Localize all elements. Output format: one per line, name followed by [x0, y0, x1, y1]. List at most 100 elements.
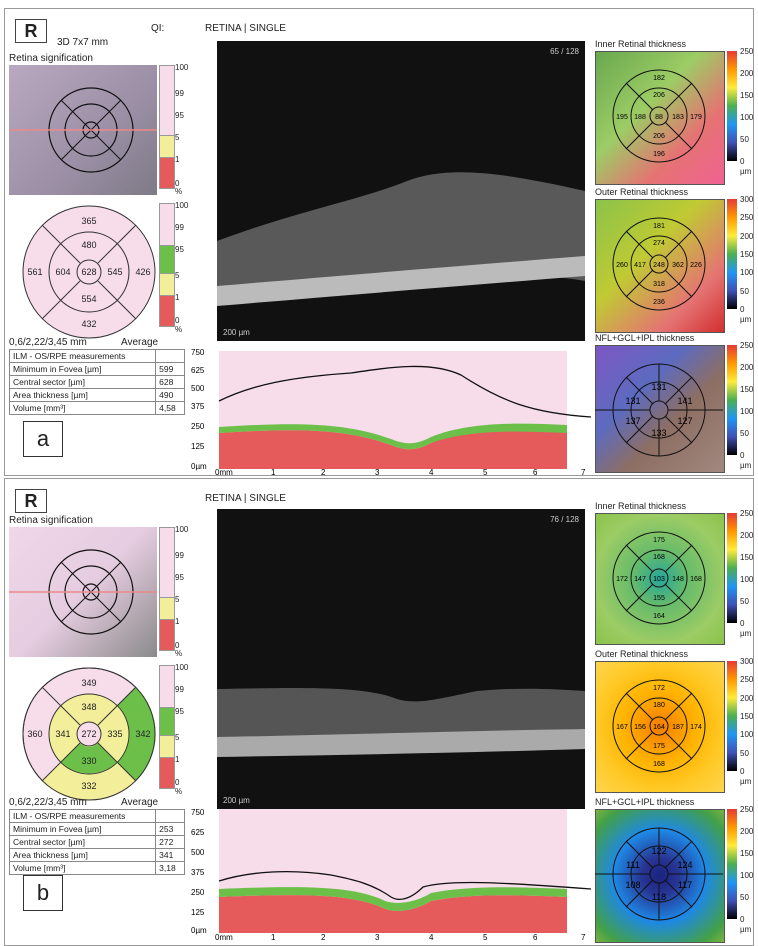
- map-sector-value: 164: [653, 724, 665, 731]
- map-colorbar: [727, 51, 737, 161]
- significance-legend-abnormal: [159, 157, 175, 189]
- map-sector-value: 318: [653, 281, 665, 288]
- sector-outer-bottom: 432: [81, 319, 96, 329]
- colorbar-tick: 50: [740, 429, 749, 438]
- colorbar-tick: 0: [740, 915, 745, 924]
- map-sector-value: 148: [672, 576, 684, 583]
- legend-tick: 100: [175, 63, 189, 72]
- profile-normal-band: [219, 887, 567, 911]
- map-sector-value: 108: [625, 880, 640, 890]
- sector-inner-top: 348: [81, 702, 96, 712]
- frame-counter: 76 / 128: [550, 515, 579, 524]
- legend-tick: 5: [175, 595, 180, 604]
- legend-tick: %: [175, 187, 183, 196]
- measurements-title: ILM - OS/RPE measurements: [8, 349, 157, 363]
- colorbar-tick: µm: [740, 925, 752, 934]
- x-tick: 4: [429, 468, 434, 477]
- sector-inner-bottom: 330: [81, 756, 96, 766]
- measurements-table: ILM - OS/RPE measurements Minimum in Fov…: [8, 809, 185, 875]
- map-sector-value: 131: [625, 396, 640, 406]
- colorbar-tick: 200: [740, 531, 754, 540]
- map-sector-value: 187: [672, 724, 684, 731]
- x-tick: 1: [271, 468, 276, 477]
- profile-y-axis: 750 625 500 375 250 125 0µm: [191, 348, 207, 471]
- map-sector-value: 175: [653, 537, 665, 544]
- y-tick: 375: [191, 402, 205, 411]
- legend-tick: 5: [175, 733, 180, 742]
- sector-legend-abnormal: [159, 295, 175, 327]
- measurements-title: ILM - OS/RPE measurements: [8, 809, 157, 823]
- colorbar-tick: 200: [740, 363, 754, 372]
- outer-retinal-map: [595, 661, 725, 793]
- map-etdrs-overlay: 131 131 141 137 127 133: [595, 363, 723, 457]
- map-sector-value: 182: [653, 75, 665, 82]
- legend-tick: 1: [175, 617, 180, 626]
- colorbar-tick: 50: [740, 749, 749, 758]
- y-tick: 625: [191, 828, 205, 837]
- map-title: Outer Retinal thickness: [595, 649, 689, 659]
- legend-tick: 99: [175, 223, 184, 232]
- profile-line: [218, 365, 591, 418]
- colorbar-tick: µm: [740, 777, 752, 786]
- map-sector-value: 88: [655, 114, 663, 121]
- profile-line: [218, 870, 591, 901]
- significance-legend-borderline: [159, 597, 175, 621]
- map-sector-value: 181: [653, 223, 665, 230]
- sector-legend-abnormal: [159, 757, 175, 789]
- mode-label: RETINA | SINGLE: [205, 493, 286, 504]
- x-tick: 4: [429, 933, 434, 942]
- colorbar-tick: 100: [740, 730, 754, 739]
- map-sector-value: 103: [653, 576, 665, 583]
- map-sector-value: 155: [653, 595, 665, 602]
- legend-tick: 1: [175, 755, 180, 764]
- y-tick: 0µm: [191, 926, 207, 935]
- eye-indicator: R: [15, 19, 47, 43]
- retina-signification-title: Retina signification: [9, 515, 93, 526]
- profile-normal-band: [219, 423, 567, 450]
- sector-legend-borderline: [159, 735, 175, 759]
- colorbar-tick: µm: [740, 461, 752, 470]
- colorbar-tick: 250: [740, 47, 754, 56]
- map-sector-value: 124: [677, 860, 692, 870]
- map-sector-value: 127: [677, 416, 692, 426]
- map-sector-value: 417: [634, 262, 646, 269]
- colorbar-tick: 100: [740, 268, 754, 277]
- legend-tick: 99: [175, 685, 184, 694]
- legend-tick: 95: [175, 573, 184, 582]
- y-tick: 750: [191, 809, 205, 817]
- sector-outer-left: 360: [27, 729, 42, 739]
- map-etdrs-overlay: 175 168 172 147 103 148 168 155 164: [612, 531, 706, 625]
- colorbar-tick: 250: [740, 213, 754, 222]
- map-sector-value: 168: [653, 554, 665, 561]
- colorbar-tick: 50: [740, 135, 749, 144]
- qi-label: QI:: [151, 23, 165, 34]
- retina-fundus-image: [9, 65, 157, 195]
- panel-caption: b: [23, 875, 63, 911]
- map-title: NFL+GCL+IPL thickness: [595, 333, 695, 343]
- inner-retinal-map: [595, 51, 725, 185]
- legend-tick: 5: [175, 133, 180, 142]
- map-etdrs-overlay: 122 111 124 108 117 118: [595, 827, 723, 921]
- table-row: Central sector [µm] 628: [8, 375, 185, 389]
- map-etdrs-overlay: 181 274 260 417 248 362 226 318 236: [612, 217, 706, 311]
- legend-tick: %: [175, 649, 183, 658]
- grid-label: 0,6/2,22/3,45 mm: [9, 337, 87, 348]
- colorbar-tick: 0: [740, 451, 745, 460]
- thickness-profile-chart: 750 625 500 375 250 125 0µm: [191, 348, 591, 471]
- inner-retinal-map: [595, 513, 725, 645]
- legend-tick: 1: [175, 155, 180, 164]
- map-sector-value: 147: [634, 576, 646, 583]
- colorbar-tick: 200: [740, 694, 754, 703]
- sector-center: 628: [81, 267, 96, 277]
- colorbar-tick: 0: [740, 305, 745, 314]
- x-tick: 6: [533, 933, 538, 942]
- x-tick: 1: [271, 933, 276, 942]
- map-sector-value: 131: [651, 382, 666, 392]
- map-sector-value: 117: [678, 880, 692, 890]
- legend-tick: 100: [175, 663, 189, 672]
- y-tick: 500: [191, 848, 205, 857]
- sector-inner-left: 604: [55, 267, 70, 277]
- legend-tick: 0: [175, 179, 180, 188]
- sector-inner-left: 341: [55, 729, 70, 739]
- map-sector-value: 156: [634, 724, 646, 731]
